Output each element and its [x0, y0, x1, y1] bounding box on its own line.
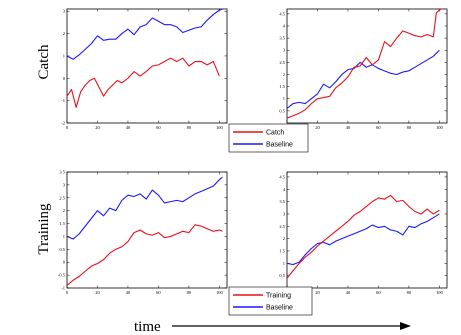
x-tick-label: 0: [66, 290, 69, 295]
x-tick-label: 20: [315, 125, 320, 130]
x-tick-label: 60: [156, 125, 161, 130]
x-tick-label: 40: [346, 290, 351, 295]
legend-box: [228, 286, 313, 316]
row-label-training: Training: [36, 203, 52, 255]
y-tick-label: 0.5: [279, 108, 285, 113]
y-tick-label: 3.5: [279, 199, 285, 204]
series-line-training: [67, 224, 223, 286]
x-tick-label: 20: [95, 290, 100, 295]
y-tick-label: 4: [283, 187, 286, 192]
x-tick-label: 40: [126, 290, 131, 295]
x-tick-label: 60: [376, 290, 381, 295]
x-tick-label: 100: [436, 290, 444, 295]
legend-label-catch: Catch: [266, 130, 284, 137]
series-line-baseline: [287, 49, 440, 109]
legend-box: [228, 123, 309, 153]
x-tick-label: 40: [346, 125, 351, 130]
series-line-baseline: [67, 176, 223, 240]
series-line-training: [287, 194, 440, 279]
x-tick-label: 100: [216, 290, 224, 295]
legend-label-training: Training: [266, 293, 291, 300]
x-tick-label: 60: [376, 125, 381, 130]
series-line-baseline: [287, 213, 440, 266]
y-tick-label: 1: [283, 96, 285, 101]
y-tick-label: 3: [63, 9, 66, 14]
y-tick-label: 3: [283, 48, 286, 53]
row-label-catch: Catch: [36, 44, 52, 79]
x-tick-label: 100: [436, 125, 444, 130]
x-tick-label: 80: [407, 290, 412, 295]
legend-label-baseline: Baseline: [266, 142, 293, 149]
y-tick-label: 2: [283, 72, 285, 77]
series-line-baseline: [67, 9, 223, 60]
y-tick-label: 2: [283, 236, 285, 241]
y-tick-label: 2: [63, 208, 65, 213]
y-tick-label: 0: [63, 260, 66, 265]
y-tick-label: 0: [63, 76, 66, 81]
x-tick-label: 80: [187, 290, 192, 295]
y-tick-label: 2.5: [279, 60, 285, 65]
y-tick-label: -0.5: [58, 273, 66, 278]
x-tick-label: 20: [95, 125, 100, 130]
x-tick-label: 100: [216, 125, 224, 130]
plot-frame: [66, 8, 228, 124]
y-tick-label: 1.5: [279, 248, 285, 253]
subplot-r1-c0: 0 20 40 60 80 100 -1 -0.5 0 0.5 1 1.5 2 2.5 3 3.5: [58, 170, 228, 295]
y-tick-label: 4: [283, 23, 286, 28]
y-tick-label: 4.5: [279, 174, 285, 179]
plot-frame: [286, 8, 448, 124]
y-tick-label: 3: [283, 211, 286, 216]
legend-1: Training Baseline: [228, 286, 313, 316]
y-tick-label: 3: [63, 182, 66, 187]
y-tick-label: 1: [283, 261, 285, 266]
y-tick-label: -2: [61, 121, 65, 126]
y-tick-label: 0.5: [279, 273, 285, 278]
y-tick-label: 1.5: [59, 221, 65, 226]
y-tick-label: 3.5: [59, 170, 65, 175]
x-tick-label: 40: [126, 125, 131, 130]
series-line-catch: [287, 9, 442, 119]
subplot-r0-c1: 0204060801000.511.522.533.544.5: [279, 8, 448, 130]
y-tick-label: 1.5: [279, 84, 285, 89]
x-tick-label: 20: [315, 290, 320, 295]
x-tick-label: 60: [156, 290, 161, 295]
y-tick-label: 2.5: [59, 195, 65, 200]
y-tick-label: 2: [63, 31, 65, 36]
time-arrow: [172, 322, 411, 330]
legend-0: Catch Baseline: [228, 123, 309, 153]
x-tick-label: 0: [66, 125, 69, 130]
x-tick-label: 80: [407, 125, 412, 130]
y-tick-label: 1: [63, 234, 65, 239]
subplot-r0-c0: 0 20 40 60 80 100 -2 -1 0 1 2 3: [61, 8, 228, 130]
y-tick-label: -1: [61, 286, 65, 291]
y-tick-label: 2.5: [279, 224, 285, 229]
y-tick-label: 3.5: [279, 36, 285, 41]
series-line-catch: [67, 57, 220, 108]
plot-grid: 020406080100-2-101230204060801000.511.52…: [58, 8, 448, 295]
y-tick-label: -1: [61, 98, 65, 103]
time-axis-label: time: [134, 319, 161, 335]
legends: Catch Baseline Training Baseline: [228, 123, 313, 316]
plot-frame: [66, 171, 228, 289]
y-tick-label: 4.5: [279, 11, 285, 16]
legend-label-baseline: Baseline: [266, 305, 293, 312]
plot-frame: [286, 171, 448, 289]
y-tick-label: 1: [63, 53, 65, 58]
subplot-r1-c1: 0204060801000.511.522.533.544.5: [279, 171, 448, 295]
x-tick-label: 80: [187, 125, 192, 130]
y-tick-label: 0.5: [59, 247, 65, 252]
